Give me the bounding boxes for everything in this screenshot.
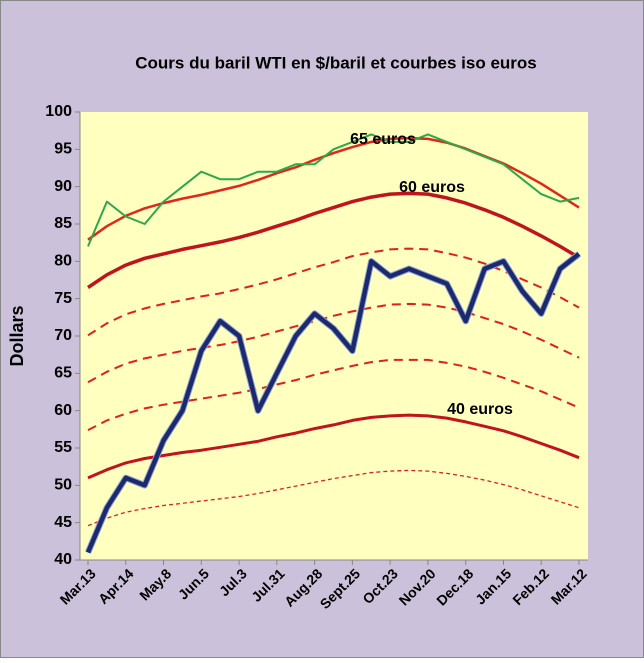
series-line (87, 469, 580, 527)
series-line (85, 252, 581, 554)
y-tick-label: 95 (54, 141, 72, 158)
y-tick-label: 55 (54, 439, 72, 456)
annotation: 40 euros (447, 401, 513, 418)
series-line (87, 247, 580, 337)
series-line (87, 191, 580, 289)
y-tick-label: 80 (54, 253, 72, 270)
y-tick-label: 85 (54, 215, 72, 232)
plot-area (80, 112, 588, 560)
y-tick-label: 65 (54, 365, 72, 382)
y-tick-label: 60 (54, 402, 72, 419)
chart-title: Cours du baril WTI en $/baril et courbes… (135, 53, 536, 72)
y-tick-label: 50 (54, 477, 72, 494)
series-line (87, 302, 580, 384)
y-tick-label: 75 (54, 290, 72, 307)
series-line (87, 358, 580, 431)
y-tick-label: 100 (45, 103, 72, 120)
y-axis-label: Dollars (7, 305, 27, 366)
series-line (87, 133, 580, 247)
annotation: 60 euros (399, 179, 465, 196)
series-line (87, 413, 580, 480)
y-tick-label: 90 (54, 178, 72, 195)
y-tick-label: 70 (54, 327, 72, 344)
y-tick-label: 45 (54, 514, 72, 531)
annotation: 65 euros (350, 131, 416, 148)
y-tick-label: 40 (54, 551, 72, 568)
